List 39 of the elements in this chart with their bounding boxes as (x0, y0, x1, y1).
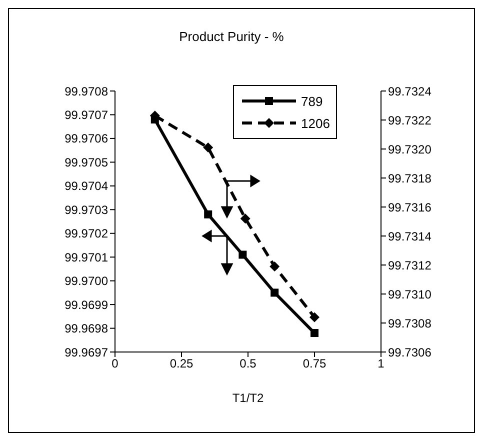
point (310, 312, 320, 322)
y2-tick-label: 99.7316 (388, 200, 432, 214)
y2-tick-label: 99.7320 (388, 142, 432, 156)
y2-tick-label: 99.7308 (388, 316, 432, 330)
point (270, 288, 279, 297)
x-tick-label: 0 (112, 356, 119, 371)
point (240, 214, 250, 224)
legend-label: 789 (301, 94, 323, 108)
y-tick-label: 99.9706 (64, 132, 108, 146)
y2-tick-label: 99.7310 (388, 287, 432, 302)
y-tick-label: 99.9702 (64, 226, 108, 241)
y-tick-label: 99.9697 (64, 345, 108, 360)
chart-title: Product Purity - % (178, 29, 285, 44)
y2-tick-label: 99.7312 (388, 258, 432, 272)
point (203, 142, 214, 153)
y2-tick-label: 99.7314 (388, 229, 432, 244)
x-tick-label: 0.25 (170, 356, 194, 371)
y-tick-label: 99.9698 (64, 322, 108, 336)
y-tick-label: 99.9708 (64, 84, 108, 98)
y-tick-label: 99.9701 (64, 250, 108, 264)
y-tick-label: 99.9699 (64, 298, 108, 312)
y-tick-label: 99.9703 (64, 202, 108, 217)
x-tick-label: 0.5 (240, 356, 257, 371)
point (310, 329, 318, 338)
x-axis-title: T1/T2 (232, 391, 264, 405)
y2-tick-label: 99.7322 (388, 113, 432, 128)
y-tick-label: 99.9707 (64, 108, 108, 122)
legend-label: 1206 (301, 116, 330, 130)
x-tick-label: 1 (378, 356, 385, 371)
y2-tick-label: 99.7324 (388, 84, 432, 98)
x-tick-label: 0.75 (302, 356, 326, 371)
point (238, 250, 247, 259)
y-tick-label: 99.9705 (64, 155, 108, 170)
y-tick-label: 99.9700 (64, 274, 108, 288)
point (204, 210, 212, 218)
point (270, 261, 280, 272)
y2-tick-label: 99.7306 (388, 345, 432, 360)
y2-tick-label: 99.7318 (388, 171, 432, 186)
y-tick-label: 99.9704 (64, 179, 108, 194)
